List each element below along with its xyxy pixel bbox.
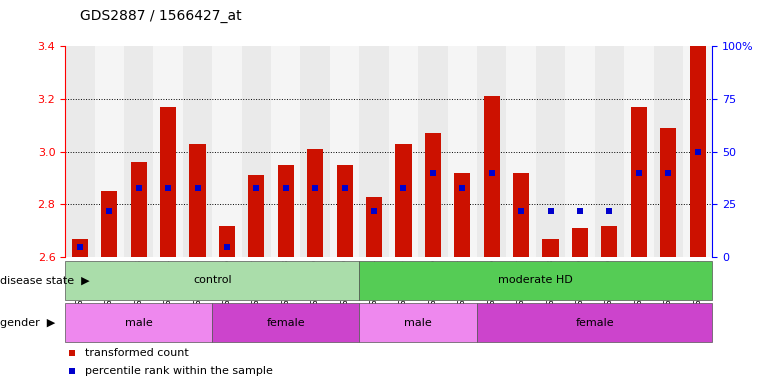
Text: gender  ▶: gender ▶ — [0, 318, 55, 328]
Bar — [653, 46, 683, 257]
Text: transformed count: transformed count — [84, 348, 188, 358]
Bar — [506, 46, 536, 257]
Bar — [219, 226, 235, 257]
Bar — [212, 303, 359, 342]
Text: GDS2887 / 1566427_at: GDS2887 / 1566427_at — [80, 9, 242, 23]
Bar — [336, 165, 352, 257]
Text: percentile rank within the sample: percentile rank within the sample — [84, 366, 273, 376]
Bar — [359, 46, 389, 257]
Bar — [477, 303, 712, 342]
Bar — [130, 162, 147, 257]
Bar — [330, 46, 359, 257]
Bar — [124, 46, 153, 257]
Bar — [189, 144, 205, 257]
Bar — [630, 107, 647, 257]
Bar — [660, 128, 676, 257]
Bar — [366, 197, 382, 257]
Bar — [513, 173, 529, 257]
Bar — [624, 46, 653, 257]
Bar — [65, 46, 94, 257]
Bar — [212, 46, 241, 257]
Bar — [94, 46, 124, 257]
Bar — [65, 303, 212, 342]
Bar — [601, 226, 617, 257]
Text: female: female — [267, 318, 305, 328]
Bar — [683, 46, 712, 257]
Bar — [418, 46, 447, 257]
Bar — [153, 46, 183, 257]
Bar — [395, 144, 411, 257]
Bar — [572, 228, 588, 257]
Text: male: male — [125, 318, 152, 328]
Bar — [689, 46, 705, 257]
Text: moderate HD: moderate HD — [499, 275, 573, 285]
Bar — [536, 46, 565, 257]
Bar — [183, 46, 212, 257]
Bar — [300, 46, 330, 257]
Text: disease state  ▶: disease state ▶ — [0, 275, 90, 285]
Bar — [389, 46, 418, 257]
Bar — [542, 239, 558, 257]
Bar — [359, 303, 477, 342]
Bar — [483, 96, 499, 257]
Bar — [594, 46, 624, 257]
Bar — [359, 261, 712, 300]
Bar — [447, 46, 477, 257]
Bar — [160, 107, 176, 257]
Bar — [101, 191, 117, 257]
Bar — [241, 46, 271, 257]
Bar — [565, 46, 594, 257]
Bar — [65, 261, 359, 300]
Bar — [72, 239, 88, 257]
Bar — [271, 46, 300, 257]
Text: male: male — [404, 318, 432, 328]
Text: control: control — [193, 275, 231, 285]
Bar — [307, 149, 323, 257]
Bar — [454, 173, 470, 257]
Bar — [248, 175, 264, 257]
Bar — [425, 133, 441, 257]
Text: female: female — [575, 318, 614, 328]
Bar — [278, 165, 294, 257]
Bar — [477, 46, 506, 257]
